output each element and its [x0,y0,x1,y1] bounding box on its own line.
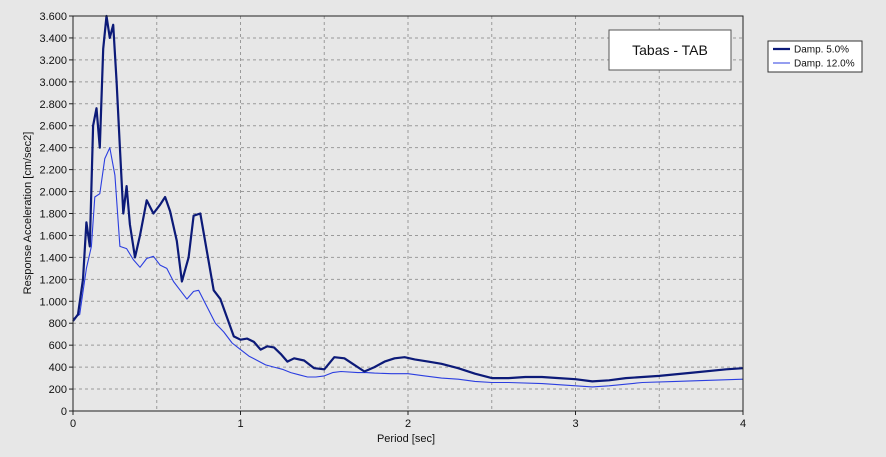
x-axis-title: Period [sec] [377,433,435,445]
y-tick-label: 3.600 [39,11,67,23]
y-tick-label: 1.000 [39,296,67,308]
y-tick-label: 1.800 [39,209,67,221]
x-tick-label: 0 [70,418,76,430]
x-tick-label: 1 [237,418,243,430]
y-tick-label: 1.400 [39,252,67,264]
y-tick-label: 2.800 [39,99,67,111]
y-tick-label: 1.600 [39,230,67,242]
y-tick-label: 600 [49,340,67,352]
y-tick-label: 800 [49,318,67,330]
series-layer [72,14,744,388]
y-tick-label: 2.600 [39,121,67,133]
y-tick-label: 2.000 [39,187,67,199]
series-line-damp-5-0 [72,14,744,383]
y-axis-title: Response Acceleration [cm/sec2] [22,132,34,295]
y-axis: 0 200 400 600 800 1.000 1.200 1.400 1.600 1.800 2.… [39,11,73,418]
x-axis: 0 1 2 3 4 [70,411,746,430]
x-tick-label: 2 [405,418,411,430]
y-tick-label: 1.200 [39,274,67,286]
y-tick-label: 200 [49,384,67,396]
x-tick-label: 3 [572,418,578,430]
legend: Damp. 5.0% Damp. 12.0% [767,40,863,73]
y-tick-label: 3.200 [39,55,67,67]
plot-area [73,16,743,411]
y-tick-label: 2.400 [39,143,67,155]
legend-box [767,40,863,73]
x-tick-label: 4 [740,418,746,430]
y-tick-label: 0 [61,406,67,418]
chart-title-box: Tabas - TAB [608,29,732,71]
legend-label-damp-12: Damp. 12.0% [794,59,855,70]
chart-title: Tabas - TAB [632,42,708,58]
series-line-damp-12-0 [72,147,744,388]
y-tick-label: 400 [49,362,67,374]
y-tick-label: 3.400 [39,33,67,45]
y-tick-label: 3.000 [39,77,67,89]
legend-label-damp-5: Damp. 5.0% [794,45,849,56]
y-tick-label: 2.200 [39,165,67,177]
